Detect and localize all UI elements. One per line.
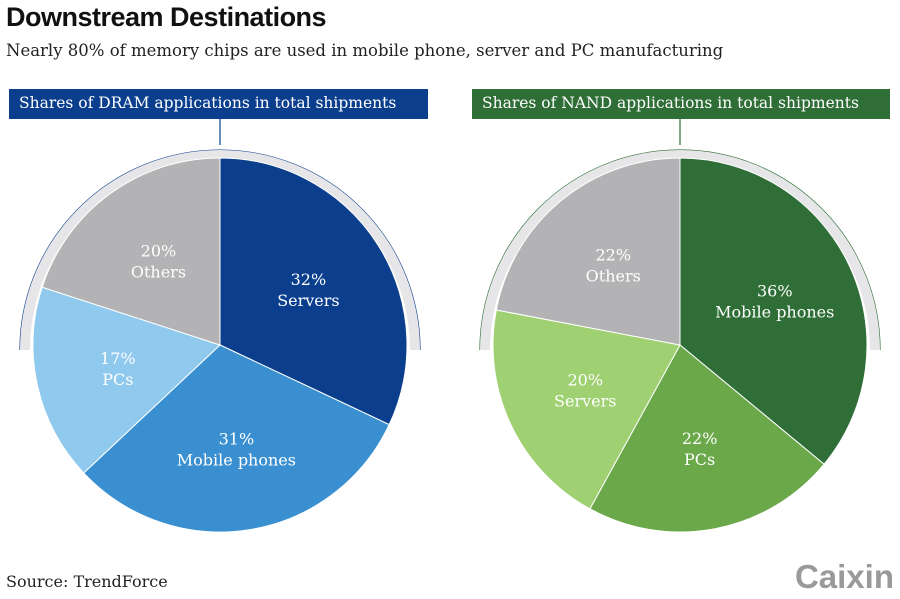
nand-slice-category-label: PCs (684, 450, 715, 469)
chart-subtitle: Nearly 80% of memory chips are used in m… (6, 41, 724, 60)
nand-slice-category-label: Mobile phones (715, 302, 834, 321)
nand-slice-value-label: 36% (757, 281, 793, 300)
nand-arc-shadow (480, 150, 880, 351)
dram-slice-category-label: Others (131, 262, 186, 281)
chart-title: Downstream Destinations (6, 2, 327, 32)
nand-slice-mobile-phones (679, 157, 868, 465)
dram-slice-value-label: 31% (219, 429, 255, 448)
dram-slice-pcs (32, 286, 221, 474)
dram-slice-servers (219, 157, 408, 426)
dram-slice-category-label: PCs (102, 370, 133, 389)
dram-slice-value-label: 17% (100, 349, 136, 368)
nand-slice-category-label: Servers (554, 392, 616, 411)
nand-slice-pcs (589, 344, 825, 533)
dram-slice-category-label: Mobile phones (177, 450, 296, 469)
nand-slice-value-label: 20% (567, 371, 603, 390)
dram-slice-value-label: 20% (141, 241, 177, 260)
nand-slice-category-label: Others (586, 266, 641, 285)
nand-chart-header: Shares of NAND applications in total shi… (472, 89, 890, 119)
dram-slice-category-label: Servers (277, 291, 339, 310)
dram-slice-mobile-phones (82, 344, 390, 533)
nand-slice-servers (492, 309, 681, 510)
caixin-logo: Caixin (794, 558, 894, 595)
dram-arc-shadow (20, 150, 420, 351)
nand-slice-value-label: 22% (682, 429, 718, 448)
nand-slice-others (495, 157, 681, 346)
dram-slice-value-label: 32% (291, 270, 327, 289)
source-note: Source: TrendForce (6, 572, 168, 591)
dram-slice-others (41, 157, 221, 346)
dram-chart-header: Shares of DRAM applications in total shi… (9, 89, 428, 119)
nand-slice-value-label: 22% (595, 245, 631, 264)
